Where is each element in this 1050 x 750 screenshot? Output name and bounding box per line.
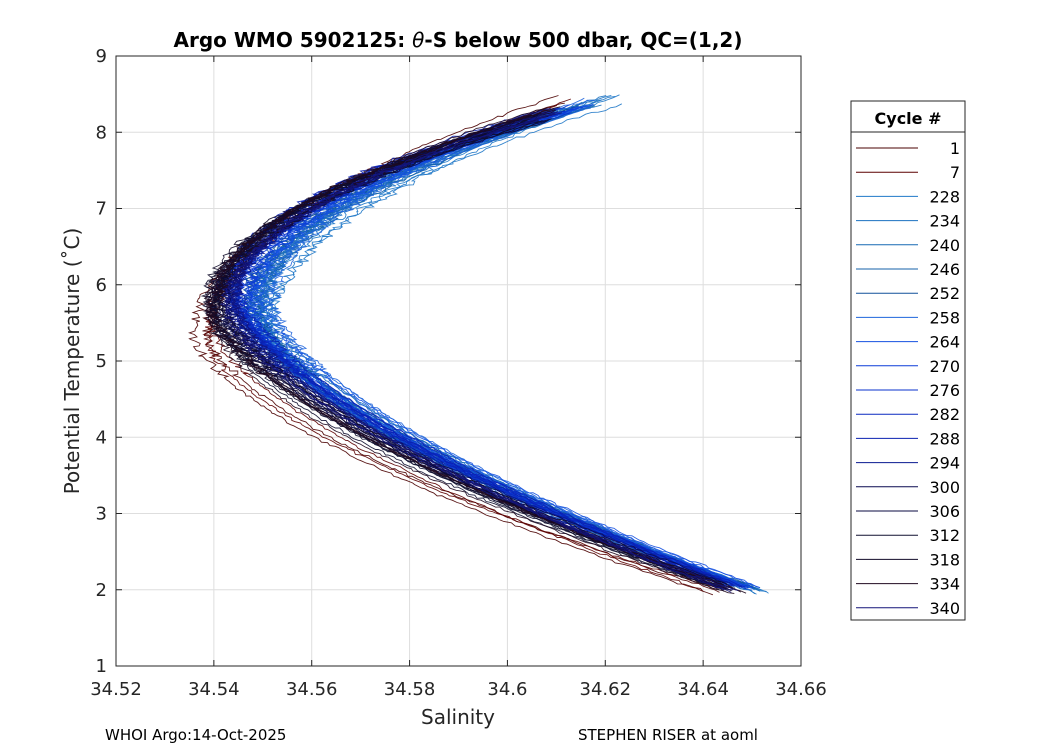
legend-label-264: 264 [929,333,960,352]
title-theta: θ [412,28,424,52]
profile-curve-cycle-276 [234,114,734,587]
chart-title: Argo WMO 5902125: θ-S below 500 dbar, QC… [174,28,743,52]
legend-label-306: 306 [929,502,960,521]
x-tick-label: 34.54 [188,679,240,700]
footer-right: STEPHEN RISER at aoml [578,726,758,744]
profile-curve-cycle-246 [241,106,737,585]
profile-curve-cycle-270 [242,108,745,587]
profile-curve-cycle-264 [246,104,753,588]
profile-curve-cycle-276 [234,107,734,585]
legend-label-288: 288 [929,429,960,448]
legend-label-240: 240 [929,236,960,255]
profile-curve-cycle-282 [230,110,733,586]
x-tick-label: 34.52 [90,679,142,700]
x-tick-label: 34.6 [487,679,527,700]
legend: Cycle # 1 7 228 234 240 246 252 258 264 270 276 282… [850,100,966,621]
profile-curve-cycle-252 [243,105,749,589]
y-tick-label: 1 [96,656,107,677]
x-tick-label: 34.62 [580,679,632,700]
footer-left: WHOI Argo:14-Oct-2025 [105,726,287,744]
y-tick-label: 7 [96,199,107,220]
legend-label-340: 340 [929,599,960,618]
x-tick-label: 34.58 [384,679,436,700]
legend-label-7: 7 [950,163,960,182]
legend-label-318: 318 [929,550,960,569]
legend-entries: 1 7 228 234 240 246 252 258 264 270 276 282 288 294 30… [856,139,960,618]
profile-curve-cycle-334 [209,107,732,591]
profile-curve-cycle-246 [242,103,752,588]
y-tick-label: 5 [96,351,107,372]
y-tick-label: 6 [96,275,107,296]
profile-curve-cycle-276 [231,112,748,590]
y-axis-label: Potential Temperature (˚C) [60,228,84,495]
x-tick-label: 34.56 [286,679,338,700]
profile-curve-cycle-258 [256,99,755,591]
title-prefix: Argo WMO 5902125: [174,28,413,52]
profile-curve-cycle-282 [224,110,747,588]
legend-label-228: 228 [929,187,960,206]
profile-curve-cycle-294 [232,115,733,589]
profile-curve-cycle-234 [257,99,756,595]
profile-curve-cycle-270 [243,106,749,589]
y-tick-label: 9 [96,46,107,67]
profile-curve-cycle-264 [244,106,749,588]
profile-curve-cycle-240 [249,107,753,591]
x-axis-label: Salinity [421,705,495,729]
y-tick-label: 2 [96,580,107,601]
title-suffix: -S below 500 dbar, QC=(1,2) [424,28,742,52]
profile-curve-cycle-340 [225,110,734,591]
y-tick-label: 3 [96,504,107,525]
profile-curve-cycle-228 [264,94,767,593]
legend-label-246: 246 [929,260,960,279]
legend-box [850,100,966,621]
legend-label-300: 300 [929,478,960,497]
legend-label-234: 234 [929,212,960,231]
legend-label-1: 1 [950,139,960,158]
legend-label-252: 252 [929,284,960,303]
profile-curve-cycle-270 [240,104,741,589]
y-tick-label: 8 [96,122,107,143]
profile-curve-cycle-288 [224,110,725,587]
profile-curve-cycle-234 [254,95,758,590]
legend-label-270: 270 [929,357,960,376]
legend-label-282: 282 [929,405,960,424]
profile-curve-cycle-252 [244,107,736,588]
profile-curve-cycle-334 [210,109,735,594]
profile-curve-cycle-340 [230,111,732,593]
profile-curve-cycle-270 [230,106,754,589]
legend-label-312: 312 [929,526,960,545]
x-tick-label: 34.64 [677,679,729,700]
profile-curve-cycle-246 [243,107,756,590]
axis-ticks: 34.52 34.54 34.56 34.58 34.6 34.62 34.64 34.66 1… [90,46,827,700]
legend-label-294: 294 [929,454,960,473]
profile-curve-cycle-234 [261,99,749,588]
x-tick-label: 34.66 [775,679,827,700]
profile-curve-cycle-276 [228,107,734,589]
profile-curve-cycle-228 [263,95,757,595]
legend-title: Cycle # [875,109,942,128]
legend-label-258: 258 [929,308,960,327]
legend-label-334: 334 [929,575,960,594]
profile-curves [187,94,769,596]
y-tick-label: 4 [96,427,107,448]
profile-curve-cycle-294 [231,110,731,583]
legend-label-276: 276 [929,381,960,400]
profile-curve-cycle-258 [258,105,752,591]
profile-curve-cycle-258 [268,107,753,589]
profile-curve-cycle-340 [229,111,725,591]
